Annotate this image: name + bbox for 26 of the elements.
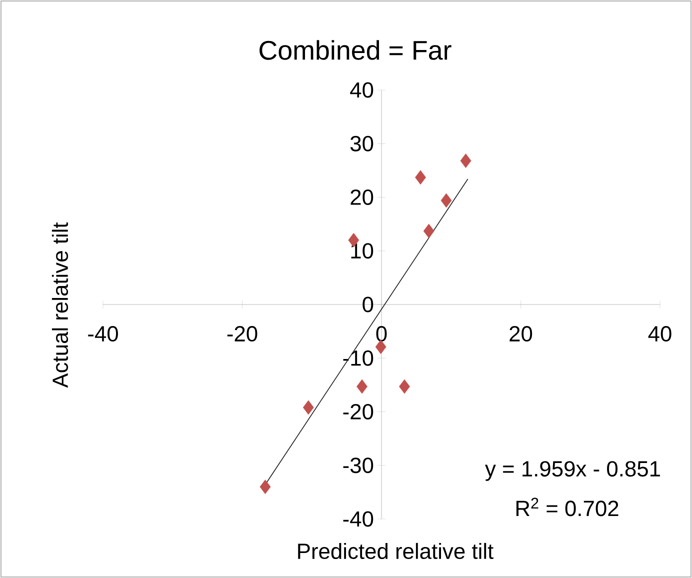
point <box>423 224 434 238</box>
point <box>399 379 410 394</box>
annotation: R$^{2}$ = 0.702 <box>516 498 618 516</box>
y-tick-label: -30 <box>343 458 374 474</box>
x-axis-title: Predicted relative tilt <box>298 542 494 560</box>
annotation: y = 1.959x - 0.851 <box>485 461 660 481</box>
y-tick-label: 10 <box>351 243 374 259</box>
y-tick-label: 0 <box>362 296 374 312</box>
point <box>260 480 271 494</box>
y-tick-label: 40 <box>350 82 374 98</box>
point <box>356 379 368 394</box>
x-tick-label: 0 <box>376 326 387 342</box>
point <box>440 193 452 208</box>
y-axis-title: Actual relative tilt <box>52 222 68 388</box>
x-tick-label: 20 <box>510 326 532 342</box>
point <box>415 170 426 185</box>
y-tick-label: 20 <box>350 189 374 206</box>
chart-title: Combined = Far <box>260 40 452 60</box>
point <box>460 154 472 168</box>
point <box>302 400 314 415</box>
x-tick-label: 40 <box>648 326 672 342</box>
y-tick-label: -20 <box>343 404 374 420</box>
y-tick-label: 30 <box>350 136 374 152</box>
y-tick-label: -40 <box>343 511 374 527</box>
x-tick-label: -20 <box>227 326 258 342</box>
x-tick-label: -40 <box>88 326 118 342</box>
